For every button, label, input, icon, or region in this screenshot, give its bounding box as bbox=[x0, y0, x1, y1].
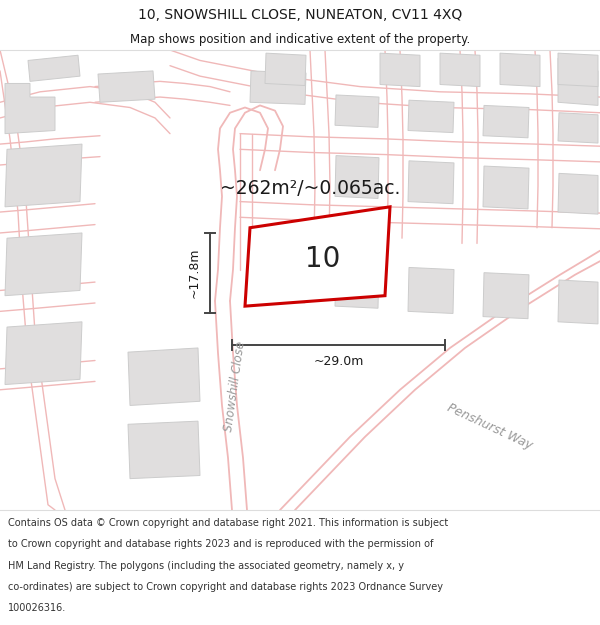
Polygon shape bbox=[558, 280, 598, 324]
Text: HM Land Registry. The polygons (including the associated geometry, namely x, y: HM Land Registry. The polygons (includin… bbox=[8, 561, 404, 571]
Text: co-ordinates) are subject to Crown copyright and database rights 2023 Ordnance S: co-ordinates) are subject to Crown copyr… bbox=[8, 582, 443, 592]
Text: ~29.0m: ~29.0m bbox=[313, 355, 364, 368]
Polygon shape bbox=[128, 348, 200, 406]
Polygon shape bbox=[558, 112, 598, 143]
Polygon shape bbox=[558, 173, 598, 214]
Polygon shape bbox=[558, 53, 598, 87]
Text: ~262m²/~0.065ac.: ~262m²/~0.065ac. bbox=[220, 179, 400, 198]
Polygon shape bbox=[5, 84, 55, 134]
Polygon shape bbox=[28, 55, 80, 81]
Polygon shape bbox=[483, 106, 529, 138]
Polygon shape bbox=[128, 421, 200, 479]
Polygon shape bbox=[440, 53, 480, 87]
Text: Map shows position and indicative extent of the property.: Map shows position and indicative extent… bbox=[130, 32, 470, 46]
Polygon shape bbox=[335, 156, 379, 199]
Polygon shape bbox=[5, 144, 82, 207]
Polygon shape bbox=[335, 95, 379, 128]
Polygon shape bbox=[5, 322, 82, 384]
Polygon shape bbox=[335, 262, 379, 308]
Polygon shape bbox=[558, 58, 598, 106]
Polygon shape bbox=[408, 268, 454, 314]
Polygon shape bbox=[408, 100, 454, 132]
Polygon shape bbox=[408, 161, 454, 204]
Text: Snowshill Close: Snowshill Close bbox=[222, 341, 248, 432]
Text: 10, SNOWSHILL CLOSE, NUNEATON, CV11 4XQ: 10, SNOWSHILL CLOSE, NUNEATON, CV11 4XQ bbox=[138, 8, 462, 22]
Polygon shape bbox=[98, 71, 155, 102]
Text: 10: 10 bbox=[305, 245, 340, 273]
Text: ~17.8m: ~17.8m bbox=[187, 248, 200, 299]
Polygon shape bbox=[483, 166, 529, 209]
Text: Contains OS data © Crown copyright and database right 2021. This information is : Contains OS data © Crown copyright and d… bbox=[8, 518, 448, 528]
Polygon shape bbox=[5, 233, 82, 296]
Polygon shape bbox=[380, 53, 420, 87]
Polygon shape bbox=[255, 257, 306, 303]
Polygon shape bbox=[500, 53, 540, 87]
Text: Penshurst Way: Penshurst Way bbox=[445, 401, 535, 452]
Polygon shape bbox=[245, 207, 390, 306]
Text: 100026316.: 100026316. bbox=[8, 603, 66, 613]
Polygon shape bbox=[265, 53, 306, 86]
Text: to Crown copyright and database rights 2023 and is reproduced with the permissio: to Crown copyright and database rights 2… bbox=[8, 539, 433, 549]
Polygon shape bbox=[483, 272, 529, 319]
Polygon shape bbox=[250, 71, 306, 104]
